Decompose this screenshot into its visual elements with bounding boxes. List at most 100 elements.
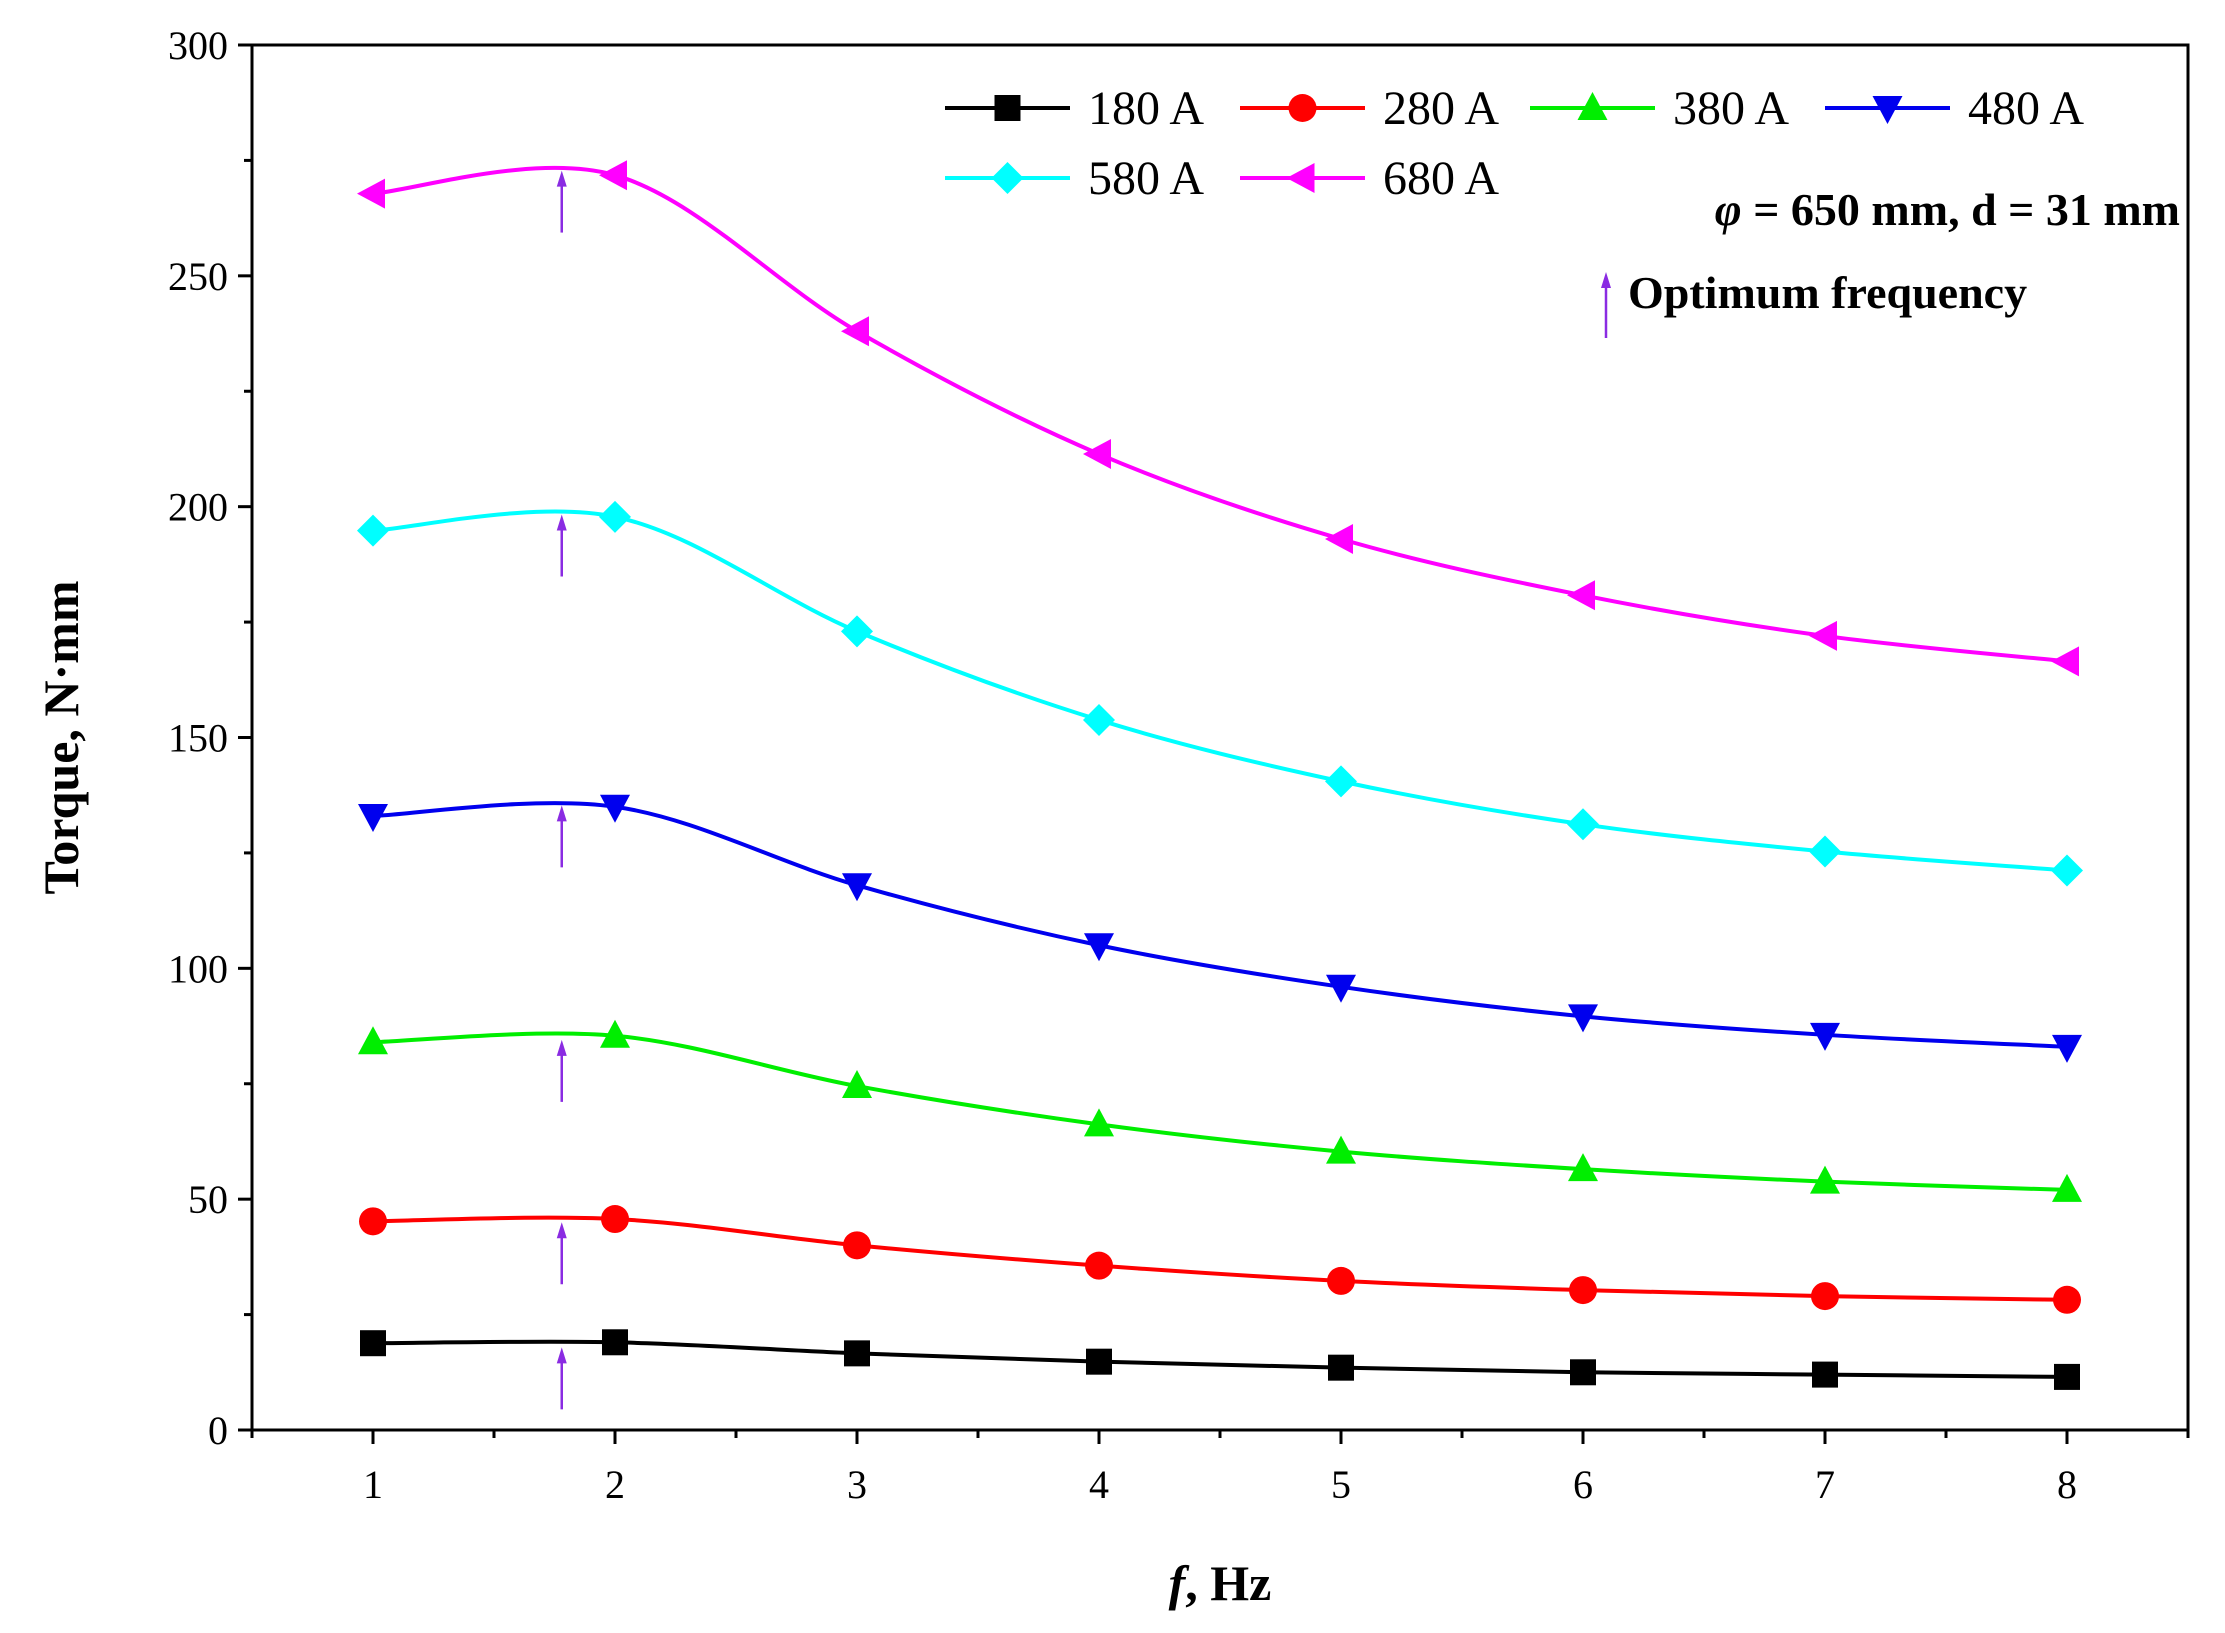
data-point: [1809, 620, 1837, 651]
x-tick-label: 2: [605, 1462, 625, 1507]
data-point: [1568, 1004, 1598, 1033]
data-point: [1568, 1153, 1598, 1182]
y-tick-label: 0: [208, 1408, 228, 1453]
series-line: [372, 509, 2068, 873]
series-380-a: [358, 1019, 2082, 1202]
legend-item-180-a: 180 A: [945, 82, 1204, 135]
optimum-arrow-head: [556, 514, 567, 531]
data-point: [1083, 703, 1115, 736]
data-point: [2051, 646, 2079, 677]
data-point: [841, 316, 869, 347]
data-point: [1327, 1266, 1355, 1295]
data-point: [2053, 1285, 2081, 1314]
data-point: [2054, 1363, 2080, 1390]
params-annotation: φ = 650 mm, d = 31 mm: [1715, 184, 2180, 235]
legend-marker: [991, 162, 1024, 194]
series-180-a: [360, 1329, 2080, 1390]
data-point: [600, 794, 630, 823]
y-tick-label: 300: [168, 23, 228, 68]
optimum-arrow-head: [556, 1347, 567, 1364]
series-line: [372, 165, 2068, 664]
x-axis-title: f, Hz: [1169, 1555, 1272, 1611]
legend-item-480-a: 480 A: [1825, 82, 2084, 135]
data-point: [2052, 1034, 2082, 1063]
data-point: [2052, 1173, 2082, 1202]
data-point: [1328, 1354, 1354, 1381]
legend-marker: [1286, 163, 1315, 193]
data-point: [601, 1205, 629, 1234]
y-axis-title: Torque, N·mm: [33, 581, 89, 895]
data-point: [359, 1207, 387, 1236]
optimum-arrow-head: [556, 1222, 567, 1239]
legend-label: 280 A: [1383, 82, 1499, 135]
data-point: [600, 1019, 630, 1048]
data-point: [357, 514, 389, 547]
x-axis-unit: , Hz: [1185, 1555, 1271, 1611]
series-line: [372, 1031, 2068, 1192]
data-point: [1570, 1359, 1596, 1386]
legend-marker: [1288, 94, 1317, 122]
series-line: [372, 801, 2068, 1049]
legend-arrow-head: [1601, 272, 1611, 288]
data-point: [1810, 1165, 1840, 1194]
optimum-arrow-head: [556, 805, 567, 822]
series-580-a: [357, 500, 2083, 887]
optimum-arrow-head: [556, 1039, 567, 1056]
x-tick-label: 7: [1815, 1462, 1835, 1507]
data-point: [1569, 1276, 1597, 1305]
data-point: [1084, 1108, 1114, 1137]
optimum-arrows: [556, 170, 567, 1410]
data-point: [1083, 439, 1111, 470]
data-point: [599, 160, 627, 191]
data-point: [1567, 580, 1595, 611]
series-480-a: [358, 794, 2082, 1063]
y-tick-label: 50: [188, 1177, 228, 1222]
legend-item-380-a: 380 A: [1530, 82, 1789, 135]
legend: 180 A 280 A 380 A 480 A 580 A 680 A: [945, 82, 2084, 205]
legend-item-680-a: 680 A: [1240, 152, 1499, 205]
x-tick-label: 8: [2057, 1462, 2077, 1507]
data-point: [841, 615, 873, 648]
data-point: [1811, 1282, 1839, 1311]
data-point: [602, 1329, 628, 1356]
data-point: [358, 1026, 388, 1055]
legend-label: 480 A: [1968, 82, 2084, 135]
legend-marker: [1577, 92, 1608, 120]
data-point: [843, 1231, 871, 1260]
axis-titles: f, Hz Torque, N·mm: [33, 581, 1271, 1611]
data-point: [842, 873, 872, 902]
series-line: [372, 1215, 2068, 1302]
data-point: [1086, 1348, 1112, 1375]
data-point: [1325, 523, 1353, 554]
legend-label: 680 A: [1383, 152, 1499, 205]
series-line: [372, 1339, 2068, 1379]
legend-marker: [994, 95, 1021, 121]
optimum-frequency-label: Optimum frequency: [1628, 267, 2027, 318]
data-point: [357, 178, 385, 209]
series-680-a: [357, 160, 2079, 677]
x-tick-label: 3: [847, 1462, 867, 1507]
legend-label: 380 A: [1673, 82, 1789, 135]
legend-item-280-a: 280 A: [1240, 82, 1499, 135]
x-tick-label: 6: [1573, 1462, 1593, 1507]
series-280-a: [359, 1205, 2081, 1314]
data-point: [360, 1330, 386, 1357]
optimum-arrow-head: [556, 170, 567, 187]
legend-marker: [1872, 96, 1903, 124]
phi-symbol: φ: [1715, 184, 1742, 235]
axes: 0 50 100 150 200 250 300 1 2 3 4 5 6 7 8: [168, 23, 2190, 1507]
data-point: [1084, 933, 1114, 962]
y-tick-label: 150: [168, 716, 228, 761]
data-point: [1810, 1022, 1840, 1051]
y-tick-label: 250: [168, 254, 228, 299]
y-tick-label: 200: [168, 485, 228, 530]
data-point: [2051, 854, 2083, 887]
legend-item-580-a: 580 A: [945, 152, 1204, 205]
x-tick-label: 5: [1331, 1462, 1351, 1507]
data-point: [844, 1340, 870, 1367]
legend-label: 180 A: [1088, 82, 1204, 135]
data-point: [599, 500, 631, 533]
y-tick-label: 100: [168, 946, 228, 991]
